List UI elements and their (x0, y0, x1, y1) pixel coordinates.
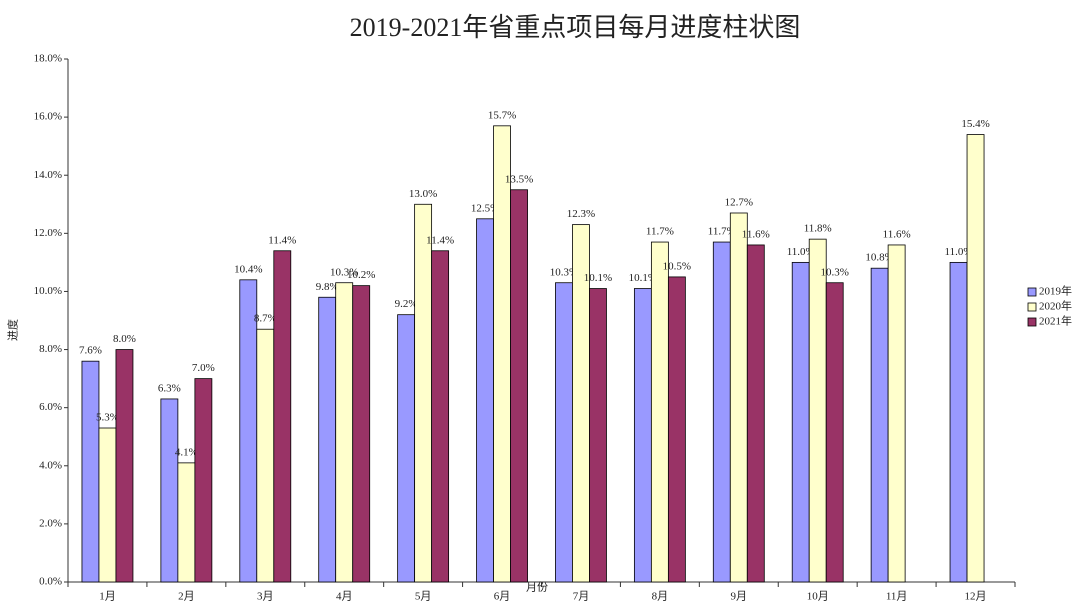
data-label: 10.4% (234, 263, 262, 275)
bar (194, 378, 213, 583)
bar (808, 238, 827, 583)
bar (476, 218, 494, 583)
data-label: 12.7% (725, 197, 753, 209)
x-tick-label: 9月 (731, 591, 748, 603)
bar (81, 360, 100, 583)
bar (115, 349, 134, 583)
data-label: 10.5% (663, 260, 691, 272)
data-label: 10.3% (550, 266, 578, 278)
y-tick-label: 8.0% (39, 343, 62, 355)
data-label: 9.8% (316, 281, 339, 293)
data-label: 10.2% (347, 269, 375, 281)
data-label: 15.4% (961, 118, 989, 130)
bar (98, 427, 117, 583)
data-label: 11.6% (742, 228, 770, 240)
data-label: 11.6% (883, 228, 911, 240)
bar (746, 244, 765, 583)
data-label: 10.1% (584, 272, 612, 284)
y-tick-label: 2.0% (39, 517, 62, 529)
legend-label: 2020年 (1039, 299, 1072, 313)
x-tick-label: 3月 (257, 591, 274, 603)
data-label: 10.8% (865, 252, 893, 264)
x-tick-label: 1月 (99, 591, 116, 603)
bar (825, 282, 844, 583)
x-tick-label: 6月 (494, 591, 511, 603)
data-label: 10.3% (820, 266, 848, 278)
data-label: 11.0% (945, 246, 973, 258)
data-label: 4.1% (175, 446, 198, 458)
y-tick-label: 4.0% (39, 459, 62, 471)
x-tick-label: 4月 (336, 591, 353, 603)
x-tick-label: 12月 (965, 591, 987, 603)
bar (555, 282, 573, 583)
x-tick-label: 7月 (573, 591, 590, 603)
x-tick-label: 10月 (807, 591, 829, 603)
data-label: 11.0% (787, 246, 815, 258)
bar (949, 261, 968, 583)
data-label: 13.0% (409, 188, 437, 200)
y-tick-label: 16.0% (34, 111, 62, 123)
data-label: 13.5% (505, 173, 533, 185)
data-label: 5.3% (96, 412, 119, 424)
data-label: 6.3% (158, 382, 181, 394)
legend-swatch (1027, 317, 1037, 327)
data-label: 9.2% (395, 298, 418, 310)
bar (239, 279, 258, 583)
bar (633, 288, 652, 583)
x-tick-label: 11月 (886, 591, 908, 603)
bar (966, 134, 985, 583)
x-tick-label: 2月 (178, 591, 195, 603)
data-label: 11.4% (268, 234, 296, 246)
bar (493, 125, 511, 583)
x-axis-label: 月份 (526, 581, 548, 594)
y-axis-label: 进度 (6, 319, 20, 341)
bar (589, 288, 607, 583)
legend-swatch (1027, 302, 1037, 312)
data-label: 15.7% (488, 109, 516, 121)
legend-label: 2019年 (1039, 284, 1072, 298)
data-label: 11.8% (804, 223, 832, 235)
bar (667, 276, 686, 583)
bar (256, 328, 275, 583)
bar (318, 296, 337, 583)
bar (414, 203, 433, 583)
y-tick-label: 0.0% (39, 576, 62, 588)
bar (352, 285, 371, 583)
data-label: 10.3% (330, 266, 358, 278)
y-tick-label: 12.0% (34, 227, 62, 239)
data-label: 12.3% (567, 208, 595, 220)
bar (729, 212, 748, 583)
data-label: 7.0% (192, 362, 215, 374)
bar (177, 462, 196, 583)
bar (335, 282, 354, 583)
x-tick-label: 5月 (415, 591, 432, 603)
data-label: 10.1% (629, 272, 657, 284)
bar (273, 250, 292, 583)
bar (510, 189, 528, 583)
legend-label: 2021年 (1039, 314, 1072, 328)
y-tick-label: 14.0% (34, 169, 62, 181)
bar (791, 261, 810, 583)
bar (712, 241, 731, 583)
data-label: 8.0% (113, 333, 136, 345)
bar (397, 314, 416, 583)
bar (887, 244, 906, 583)
bar (870, 267, 889, 583)
data-label: 12.5% (471, 202, 499, 214)
data-label: 7.6% (79, 345, 102, 357)
data-label: 11.7% (708, 226, 736, 238)
y-tick-label: 18.0% (34, 53, 62, 65)
data-label: 11.4% (426, 234, 454, 246)
bar (431, 250, 450, 583)
y-tick-label: 10.0% (34, 285, 62, 297)
bar (160, 398, 179, 583)
x-tick-label: 8月 (652, 591, 669, 603)
data-label: 11.7% (646, 226, 674, 238)
bar (650, 241, 669, 583)
chart-title: 2019-2021年省重点项目每月进度柱状图 (350, 13, 801, 42)
data-label: 8.7% (254, 313, 277, 325)
y-tick-label: 6.0% (39, 401, 62, 413)
legend-swatch (1027, 287, 1037, 297)
